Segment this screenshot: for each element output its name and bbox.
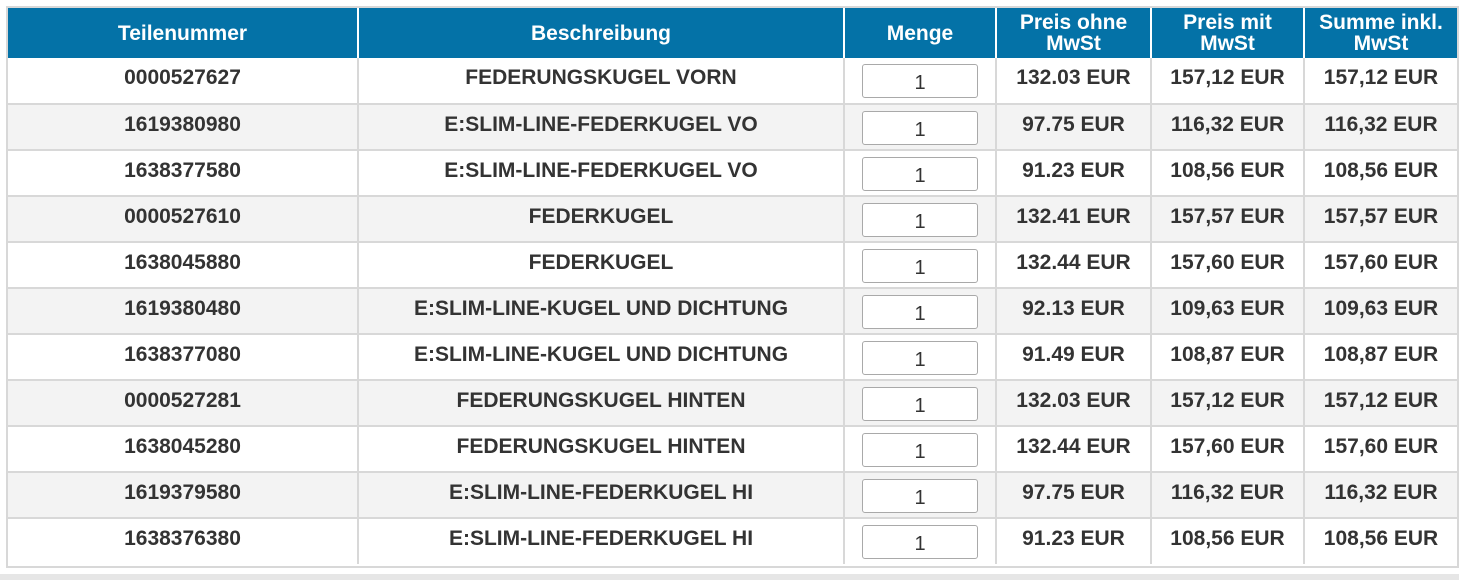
price-net-cell: 91.49 EUR [996,334,1152,381]
description-cell: FEDERKUGEL [358,242,845,289]
quantity-cell [844,58,997,105]
part-number-cell: 0000527281 [8,380,359,427]
quantity-input[interactable] [862,295,978,329]
table-row: 1619380480 E:SLIM-LINE-KUGEL UND DICHTUNG… [8,288,1457,335]
description-cell: E:SLIM-LINE-FEDERKUGEL VO [358,104,845,151]
quantity-cell [844,334,997,381]
description-cell: E:SLIM-LINE-KUGEL UND DICHTUNG [358,288,845,335]
total-gross-cell: 157,12 EUR [1304,380,1457,427]
price-gross-cell: 157,60 EUR [1151,426,1305,473]
price-gross-cell: 157,12 EUR [1151,58,1305,105]
quantity-cell [844,288,997,335]
price-gross-cell: 109,63 EUR [1151,288,1305,335]
total-gross-cell: 116,32 EUR [1304,104,1457,151]
total-gross-cell: 108,56 EUR [1304,518,1457,564]
quantity-cell [844,196,997,243]
parts-price-table: Teilenummer Beschreibung Menge Preis ohn… [8,8,1457,564]
total-gross-cell: 109,63 EUR [1304,288,1457,335]
description-cell: FEDERUNGSKUGEL HINTEN [358,380,845,427]
table-header-row: Teilenummer Beschreibung Menge Preis ohn… [8,8,1457,58]
total-gross-cell: 116,32 EUR [1304,472,1457,519]
part-number-cell: 1619380980 [8,104,359,151]
column-header-quantity: Menge [844,8,997,58]
column-header-part-number: Teilenummer [8,8,359,58]
description-cell: E:SLIM-LINE-FEDERKUGEL HI [358,518,845,564]
price-net-cell: 132.03 EUR [996,58,1152,105]
part-number-cell: 1638377580 [8,150,359,197]
total-gross-cell: 157,60 EUR [1304,426,1457,473]
price-gross-cell: 157,60 EUR [1151,242,1305,289]
quantity-input[interactable] [862,341,978,375]
table-row: 1638377080 E:SLIM-LINE-KUGEL UND DICHTUNG… [8,334,1457,381]
quantity-cell [844,472,997,519]
quantity-cell [844,150,997,197]
price-net-cell: 132.41 EUR [996,196,1152,243]
parts-table-container: Teilenummer Beschreibung Menge Preis ohn… [6,6,1459,568]
price-net-cell: 92.13 EUR [996,288,1152,335]
quantity-cell [844,380,997,427]
quantity-cell [844,104,997,151]
total-gross-cell: 157,12 EUR [1304,58,1457,105]
price-net-cell: 132.44 EUR [996,242,1152,289]
quantity-input[interactable] [862,525,978,559]
column-header-price-gross: Preis mit MwSt [1151,8,1305,58]
quantity-cell [844,242,997,289]
total-gross-cell: 108,56 EUR [1304,150,1457,197]
price-net-cell: 91.23 EUR [996,150,1152,197]
total-gross-cell: 108,87 EUR [1304,334,1457,381]
price-gross-cell: 108,56 EUR [1151,518,1305,564]
column-header-price-net: Preis ohne MwSt [996,8,1152,58]
price-net-cell: 97.75 EUR [996,104,1152,151]
column-header-description: Beschreibung [358,8,845,58]
description-cell: E:SLIM-LINE-KUGEL UND DICHTUNG [358,334,845,381]
price-gross-cell: 116,32 EUR [1151,472,1305,519]
quantity-input[interactable] [862,157,978,191]
price-net-cell: 132.44 EUR [996,426,1152,473]
description-cell: FEDERUNGSKUGEL HINTEN [358,426,845,473]
price-gross-cell: 157,57 EUR [1151,196,1305,243]
part-number-cell: 1638045880 [8,242,359,289]
price-net-cell: 97.75 EUR [996,472,1152,519]
part-number-cell: 1619380480 [8,288,359,335]
part-number-cell: 0000527627 [8,58,359,105]
quantity-input[interactable] [862,479,978,513]
part-number-cell: 0000527610 [8,196,359,243]
price-net-cell: 132.03 EUR [996,380,1152,427]
quantity-input[interactable] [862,203,978,237]
total-gross-cell: 157,60 EUR [1304,242,1457,289]
price-gross-cell: 116,32 EUR [1151,104,1305,151]
part-number-cell: 1638376380 [8,518,359,564]
price-net-cell: 91.23 EUR [996,518,1152,564]
total-gross-cell: 157,57 EUR [1304,196,1457,243]
quantity-input[interactable] [862,249,978,283]
description-cell: E:SLIM-LINE-FEDERKUGEL HI [358,472,845,519]
part-number-cell: 1638377080 [8,334,359,381]
column-header-total-gross: Summe inkl. MwSt [1304,8,1457,58]
page-bottom-divider [0,574,1459,580]
description-cell: FEDERKUGEL [358,196,845,243]
quantity-input[interactable] [862,387,978,421]
price-gross-cell: 157,12 EUR [1151,380,1305,427]
description-cell: E:SLIM-LINE-FEDERKUGEL VO [358,150,845,197]
quantity-input[interactable] [862,111,978,145]
description-cell: FEDERUNGSKUGEL VORN [358,58,845,105]
quantity-cell [844,518,997,564]
quantity-input[interactable] [862,64,978,98]
price-gross-cell: 108,87 EUR [1151,334,1305,381]
part-number-cell: 1619379580 [8,472,359,519]
part-number-cell: 1638045280 [8,426,359,473]
quantity-input[interactable] [862,433,978,467]
quantity-cell [844,426,997,473]
price-gross-cell: 108,56 EUR [1151,150,1305,197]
